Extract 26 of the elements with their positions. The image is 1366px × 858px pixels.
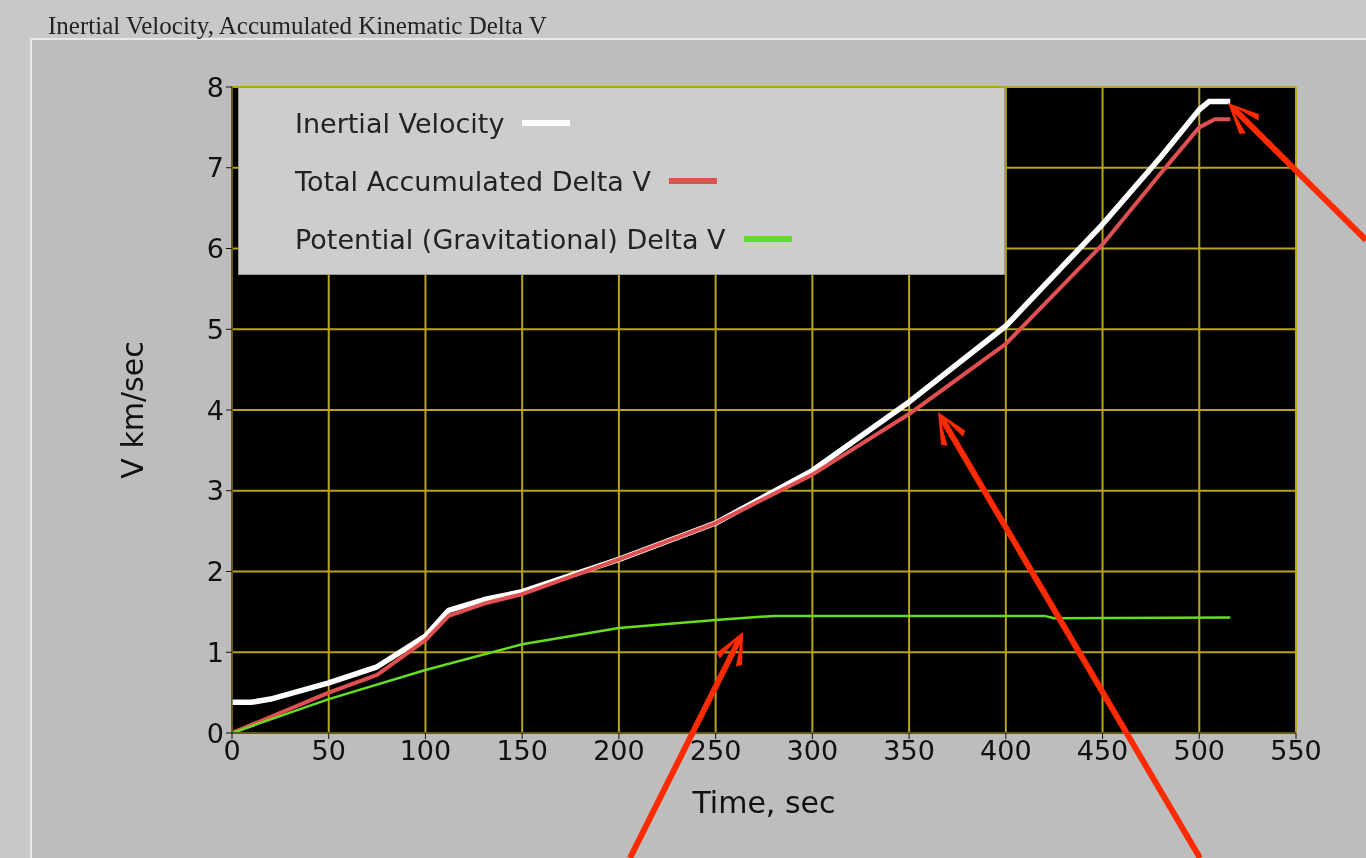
legend-label: Potential (Gravitational) Delta V	[295, 223, 726, 255]
y-tick-label: 1	[206, 636, 224, 668]
chart-title: Inertial Velocity, Accumulated Kinematic Delta V	[48, 12, 547, 40]
y-tick-label: 5	[206, 313, 224, 345]
x-tick-label: 400	[980, 735, 1032, 767]
x-axis-title: Time, sec	[691, 785, 836, 820]
y-tick-label: 2	[206, 556, 224, 588]
y-tick-label: 6	[206, 233, 224, 265]
x-tick-label: 350	[883, 735, 935, 767]
x-tick-label: 500	[1173, 735, 1226, 767]
y-axis-title: V km/sec	[114, 341, 150, 479]
x-tick-label: 450	[1076, 735, 1129, 767]
y-tick-label: 7	[206, 152, 224, 184]
x-tick-label: 100	[399, 735, 452, 767]
x-tick-label: 50	[311, 735, 346, 767]
x-tick-label: 250	[689, 735, 742, 767]
x-tick-label: 550	[1270, 735, 1322, 767]
x-tick-label: 300	[786, 735, 839, 767]
x-tick-label: 200	[593, 735, 645, 767]
x-tick-label: 150	[496, 735, 548, 767]
y-tick-label: 8	[206, 71, 224, 103]
legend-label: Total Accumulated Delta V	[295, 165, 651, 197]
legend-label: Inertial Velocity	[295, 107, 505, 139]
line-series	[232, 614, 1232, 733]
y-tick-label: 4	[206, 394, 224, 426]
y-tick-label: 3	[206, 475, 224, 507]
